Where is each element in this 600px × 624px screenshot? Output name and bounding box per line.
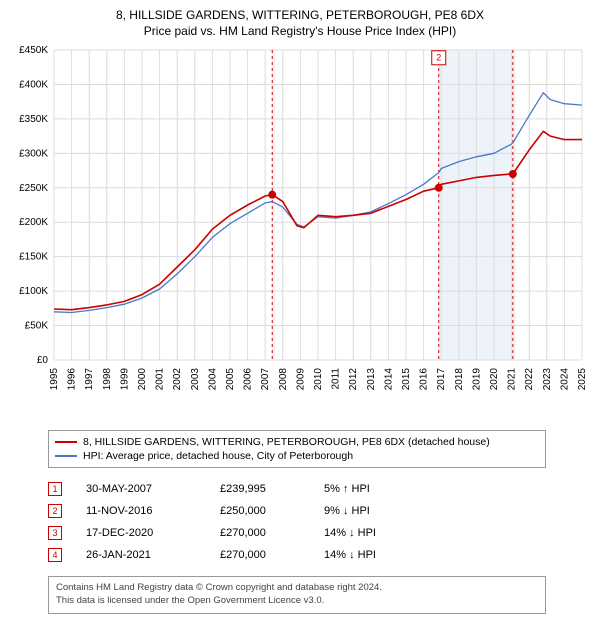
sales-date: 30-MAY-2007	[86, 483, 196, 495]
sales-price: £250,000	[220, 505, 300, 517]
sales-row: 1 30-MAY-2007 £239,995 5% ↑ HPI	[48, 478, 546, 500]
sale-marker-num: 2	[436, 53, 441, 63]
x-tick-label: 2015	[401, 368, 412, 391]
footer-line2: This data is licensed under the Open Gov…	[56, 595, 538, 608]
sales-date: 26-JAN-2021	[86, 549, 196, 561]
x-tick-label: 2004	[207, 368, 218, 391]
y-tick-label: £150K	[19, 252, 48, 263]
sales-date: 17-DEC-2020	[86, 527, 196, 539]
x-tick-label: 2018	[454, 368, 465, 391]
x-tick-label: 2005	[225, 368, 236, 391]
chart-svg: £0 £50K £100K £150K £200K £250K £300K £350K £400…	[10, 44, 590, 424]
shaded-band	[513, 50, 516, 360]
x-tick-label: 2012	[348, 368, 359, 391]
chart-area: £0 £50K £100K £150K £200K £250K £300K £350K £400…	[10, 44, 590, 424]
x-tick-label: 2014	[383, 368, 394, 391]
x-tick-label: 2001	[155, 368, 166, 391]
shaded-band	[272, 50, 275, 360]
x-tick-label: 2023	[542, 368, 553, 391]
x-tick-label: 2002	[172, 368, 183, 391]
y-tick-label: £200K	[19, 217, 48, 228]
x-tick-label: 2011	[331, 368, 342, 390]
x-tick-label: 2010	[313, 368, 324, 391]
y-tick-label: £100K	[19, 286, 48, 297]
x-tick-label: 1995	[49, 368, 60, 391]
title-line2: Price paid vs. HM Land Registry's House …	[10, 24, 590, 38]
x-tick-label: 2022	[524, 368, 535, 391]
sales-date: 11-NOV-2016	[86, 505, 196, 517]
x-tick-label: 2013	[366, 368, 377, 391]
legend-label: 8, HILLSIDE GARDENS, WITTERING, PETERBOR…	[83, 436, 490, 448]
legend-item: 8, HILLSIDE GARDENS, WITTERING, PETERBOR…	[55, 435, 539, 449]
legend-label: HPI: Average price, detached house, City…	[83, 450, 353, 462]
legend-item: HPI: Average price, detached house, City…	[55, 449, 539, 463]
x-tick-label: 1998	[102, 368, 113, 391]
x-tick-label: 2008	[278, 368, 289, 391]
sales-row: 4 26-JAN-2021 £270,000 14% ↓ HPI	[48, 544, 546, 566]
footer-line1: Contains HM Land Registry data © Crown c…	[56, 582, 538, 595]
x-tick-label: 2000	[137, 368, 148, 391]
y-tick-label: £400K	[19, 79, 48, 90]
legend-swatch	[55, 441, 77, 443]
x-tick-label: 2009	[295, 368, 306, 391]
footer: Contains HM Land Registry data © Crown c…	[48, 576, 546, 614]
y-tick-label: £450K	[19, 45, 48, 56]
sales-marker: 3	[48, 526, 62, 540]
y-tick-label: £50K	[25, 321, 49, 332]
x-tick-label: 2024	[559, 368, 570, 391]
x-tick-label: 1996	[67, 368, 78, 391]
sales-table: 1 30-MAY-2007 £239,995 5% ↑ HPI 2 11-NOV-2016…	[48, 478, 546, 566]
sales-marker: 2	[48, 504, 62, 518]
sales-diff: 14% ↓ HPI	[324, 527, 424, 539]
x-tick-label: 2020	[489, 368, 500, 391]
y-tick-label: £300K	[19, 148, 48, 159]
sales-row: 2 11-NOV-2016 £250,000 9% ↓ HPI	[48, 500, 546, 522]
x-tick-label: 2006	[243, 368, 254, 391]
x-tick-label: 2021	[507, 368, 518, 391]
y-tick-label: £350K	[19, 114, 48, 125]
x-tick-label: 1997	[84, 368, 95, 391]
sales-diff: 14% ↓ HPI	[324, 549, 424, 561]
sales-marker: 4	[48, 548, 62, 562]
sales-diff: 5% ↑ HPI	[324, 483, 424, 495]
sales-diff: 9% ↓ HPI	[324, 505, 424, 517]
x-tick-label: 2007	[260, 368, 271, 391]
legend-swatch	[55, 455, 77, 457]
x-tick-label: 2003	[190, 368, 201, 391]
y-tick-label: £0	[37, 355, 49, 366]
sales-price: £239,995	[220, 483, 300, 495]
x-tick-label: 2019	[471, 368, 482, 391]
chart-container: 8, HILLSIDE GARDENS, WITTERING, PETERBOR…	[0, 0, 600, 624]
sales-marker: 1	[48, 482, 62, 496]
sales-price: £270,000	[220, 527, 300, 539]
y-tick-label: £250K	[19, 183, 48, 194]
x-tick-label: 1999	[119, 368, 130, 391]
sales-row: 3 17-DEC-2020 £270,000 14% ↓ HPI	[48, 522, 546, 544]
legend: 8, HILLSIDE GARDENS, WITTERING, PETERBOR…	[48, 430, 546, 468]
shaded-band	[439, 50, 511, 360]
sales-price: £270,000	[220, 549, 300, 561]
x-tick-label: 2017	[436, 368, 447, 391]
title-line1: 8, HILLSIDE GARDENS, WITTERING, PETERBOR…	[10, 8, 590, 22]
title-block: 8, HILLSIDE GARDENS, WITTERING, PETERBOR…	[10, 8, 590, 38]
x-tick-label: 2016	[419, 368, 430, 391]
x-tick-label: 2025	[577, 368, 588, 391]
